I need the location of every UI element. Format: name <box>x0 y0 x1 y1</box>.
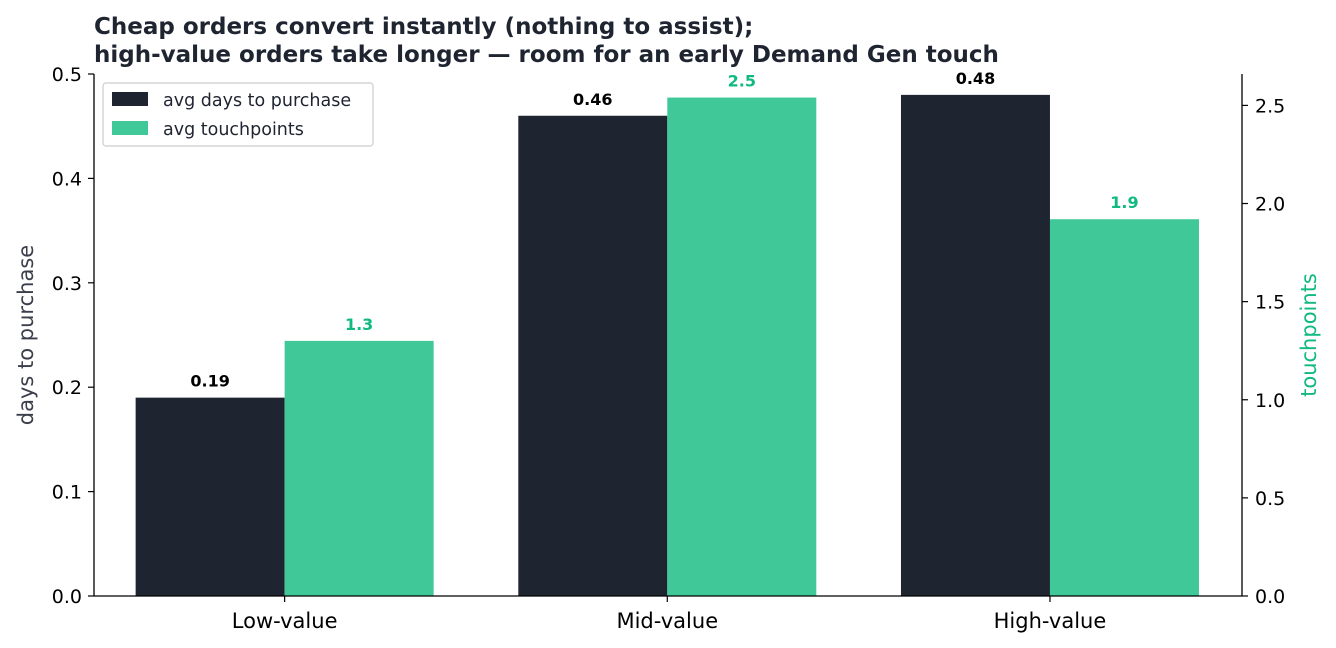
x-ticks-group: Low-value Mid-value High-value <box>232 596 1107 633</box>
bar-days <box>900 94 1050 596</box>
y-tick-label: 0.4 <box>52 168 82 190</box>
y-axis-label: days to purchase <box>14 245 38 425</box>
left-ticks-group: 0.0 0.1 0.2 0.3 0.4 0.5 <box>52 64 94 608</box>
x-tick-label: Mid-value <box>616 609 718 633</box>
value-label-touchpoints: 2.5 <box>728 72 756 91</box>
y2-tick-label: 1.5 <box>1255 292 1285 314</box>
bars-group <box>135 94 1199 596</box>
value-label-touchpoints: 1.3 <box>345 315 373 334</box>
y2-tick-label: 0.5 <box>1255 488 1285 510</box>
x-tick-label: High-value <box>994 609 1107 633</box>
bar-days <box>135 397 285 596</box>
legend-swatch-touchpoints <box>112 121 148 135</box>
value-label-days: 0.48 <box>956 69 995 88</box>
y-tick-label: 0.5 <box>52 64 82 86</box>
value-labels-group: 0.19 1.3 0.46 2.5 0.48 1.9 <box>190 69 1138 391</box>
x-tick-label: Low-value <box>232 609 338 633</box>
y-tick-label: 0.3 <box>52 273 82 295</box>
y-tick-label: 0.1 <box>52 482 82 504</box>
bar-touchpoints <box>667 97 817 596</box>
legend-label-touchpoints: avg touchpoints <box>163 120 304 140</box>
legend-frame <box>102 82 374 147</box>
legend-swatch-days <box>112 92 148 106</box>
y-tick-label: 0.2 <box>52 377 82 399</box>
bar-days <box>518 115 668 596</box>
value-label-touchpoints: 1.9 <box>1110 193 1138 212</box>
y2-tick-label: 2.5 <box>1255 95 1285 117</box>
value-label-days: 0.46 <box>573 90 612 109</box>
bar-touchpoints <box>1049 219 1199 596</box>
y2-tick-label: 1.0 <box>1255 390 1285 412</box>
y2-tick-label: 0.0 <box>1255 586 1285 608</box>
bar-touchpoints <box>284 340 434 596</box>
legend: avg days to purchase avg touchpoints <box>102 82 374 147</box>
chart-title-line-2: high-value orders take longer — room for… <box>94 42 999 68</box>
right-ticks-group: 0.0 0.5 1.0 1.5 2.0 2.5 <box>1242 95 1285 608</box>
y2-tick-label: 2.0 <box>1255 194 1285 216</box>
value-label-days: 0.19 <box>190 372 229 391</box>
chart-title-line-1: Cheap orders convert instantly (nothing … <box>94 14 753 40</box>
y-tick-label: 0.0 <box>52 586 82 608</box>
legend-label-days: avg days to purchase <box>163 91 351 111</box>
y2-axis-label: touchpoints <box>1297 273 1321 397</box>
